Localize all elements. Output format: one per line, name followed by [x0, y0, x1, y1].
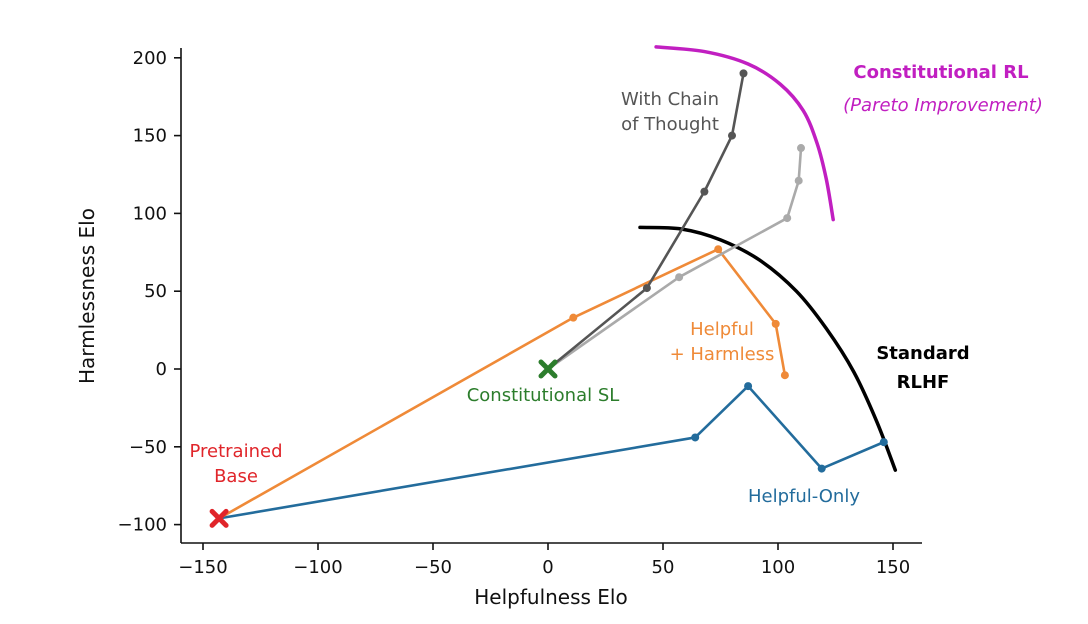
series-point-with-chain-of-thought: [642, 284, 651, 293]
y-tick-label: 200: [133, 48, 167, 69]
series-point-helpful-harmless: [569, 313, 578, 322]
y-tick-label: 150: [133, 126, 167, 147]
marker-constitutional-sl: [538, 359, 558, 379]
series-line-helpful-harmless: [218, 247, 787, 520]
series-lines: [218, 69, 888, 520]
y-ticks: −100 −50 0 50 100 150 200: [118, 48, 181, 536]
annotation-helpful-harmless-line2: + Harmless: [670, 344, 775, 365]
frontier-standard-rlhf: [638, 225, 898, 472]
marker-stroke: [209, 508, 229, 528]
y-tick-label: 50: [144, 281, 167, 302]
series-point-with-chain-of-thought: [739, 69, 748, 78]
frontier-constitutional-rl-pareto-improvement: [654, 45, 835, 222]
annotation-pretrained-base-line2: Base: [214, 466, 258, 487]
x-tick-label: 150: [876, 557, 910, 578]
annotation-helpful-harmless-line1: Helpful: [690, 319, 754, 340]
annotation-constitutional-rl-title: Constitutional RL: [853, 62, 1028, 83]
x-tick-label: −150: [178, 557, 227, 578]
series-point-helpful-only: [744, 382, 753, 391]
series-line-constitutional-rl: [547, 147, 803, 371]
y-tick-label: −50: [129, 437, 167, 458]
series-point-constitutional-rl: [675, 273, 684, 282]
y-tick-label: −100: [118, 515, 167, 536]
y-axis-title: Harmlessness Elo: [75, 208, 99, 384]
marker-stroke: [538, 359, 558, 379]
y-tick-label: 100: [133, 203, 167, 224]
x-ticks: −150 −100 −50 0 50 100 150: [178, 543, 910, 578]
annotation-constitutional-sl: Constitutional SL: [467, 385, 620, 406]
series-point-helpful-only: [879, 438, 888, 447]
annotation-constitutional-rl-subtitle: (Pareto Improvement): [843, 95, 1043, 116]
annotations: With Chain of Thought Constitutional RL …: [189, 62, 1042, 507]
annotation-standard-rlhf-line2: RLHF: [897, 372, 950, 393]
x-tick-label: 100: [761, 557, 795, 578]
series-point-with-chain-of-thought: [728, 131, 736, 140]
series-point-constitutional-rl: [783, 214, 792, 223]
annotation-chain-of-thought-line2: of Thought: [621, 114, 719, 135]
y-tick-label: 0: [156, 359, 167, 380]
annotation-chain-of-thought-line1: With Chain: [621, 89, 719, 110]
annotation-pretrained-base-line1: Pretrained: [189, 441, 282, 462]
x-tick-label: −50: [414, 557, 452, 578]
marker-pretrained-base: [209, 508, 229, 528]
axes: −100 −50 0 50 100 150 200 −150 −100 −50 0 50 100 150: [118, 48, 922, 578]
annotation-standard-rlhf-line1: Standard: [876, 343, 969, 364]
series-point-helpful-only: [817, 464, 826, 473]
x-tick-label: −100: [293, 557, 342, 578]
special-markers: [209, 359, 558, 528]
series-point-helpful-only: [691, 433, 700, 442]
series-point-with-chain-of-thought: [700, 187, 709, 196]
frontier-curves: [638, 45, 898, 472]
x-axis-title: Helpfulness Elo: [474, 585, 627, 609]
series-point-constitutional-rl: [797, 144, 805, 153]
series-point-constitutional-rl: [794, 176, 803, 185]
series-point-helpful-harmless: [714, 245, 723, 254]
annotation-helpful-only: Helpful-Only: [748, 486, 860, 507]
x-tick-label: 0: [542, 557, 553, 578]
series-point-helpful-harmless: [771, 319, 780, 328]
x-tick-label: 50: [652, 557, 675, 578]
series-point-helpful-harmless: [780, 371, 789, 380]
